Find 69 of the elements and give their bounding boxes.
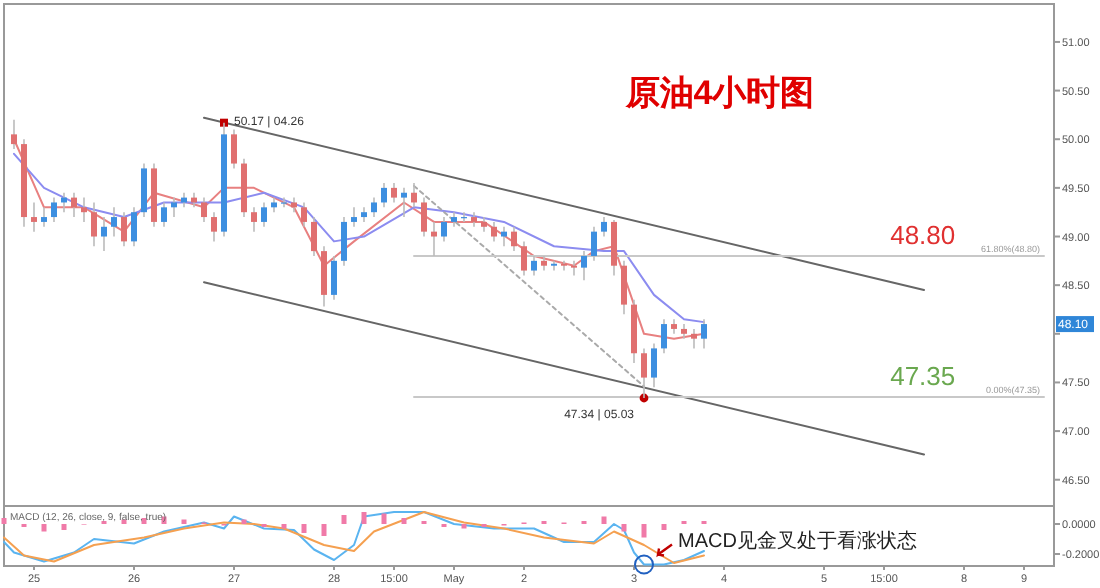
candlestick <box>441 216 447 243</box>
candlestick <box>251 206 257 233</box>
bar <box>381 513 387 524</box>
candlestick <box>621 260 627 316</box>
annotation: 48.80 <box>890 219 956 250</box>
candlestick <box>491 221 497 243</box>
candlestick <box>31 201 37 233</box>
bar <box>41 524 47 532</box>
candlestick <box>261 201 267 228</box>
candlestick <box>381 182 387 209</box>
candlestick <box>141 162 147 218</box>
candlestick <box>341 216 347 267</box>
candlestick <box>51 196 57 223</box>
candlestick <box>131 206 137 248</box>
bar <box>621 524 627 532</box>
candlestick <box>701 318 707 350</box>
candlestick <box>111 206 117 238</box>
candlestick <box>641 347 647 399</box>
candlestick <box>691 328 697 350</box>
candlestick <box>81 196 87 223</box>
candlestick <box>661 318 667 355</box>
candlestick <box>331 255 337 301</box>
candlestick <box>651 342 657 389</box>
bar <box>1 518 7 524</box>
bar <box>601 516 607 524</box>
candlestick <box>401 187 407 218</box>
annotation: 47.35 <box>890 361 956 392</box>
bar <box>661 524 667 530</box>
candlestick <box>521 240 527 277</box>
text: 原油4小时图 <box>623 74 815 112</box>
candlestick <box>531 255 537 277</box>
candlestick <box>71 191 77 218</box>
bar <box>641 524 647 538</box>
candlestick <box>431 221 437 257</box>
bar <box>61 524 67 530</box>
candlestick <box>371 196 377 218</box>
candlestick <box>501 225 507 248</box>
bar <box>301 524 307 533</box>
annotation: MACD见金叉处于看涨状态 <box>678 528 917 553</box>
candlestick <box>511 225 517 252</box>
bar <box>361 512 367 524</box>
candlestick <box>301 201 307 228</box>
bar <box>321 524 327 536</box>
candlestick <box>321 245 327 308</box>
candlestick <box>391 182 397 204</box>
candlestick <box>231 128 237 170</box>
candlestick <box>91 201 97 248</box>
candlestick <box>121 211 127 248</box>
bar <box>401 518 407 524</box>
candlestick <box>611 219 617 277</box>
candlestick <box>561 260 567 272</box>
candlestick <box>421 196 427 238</box>
candlestick <box>351 206 357 228</box>
bar <box>141 518 147 524</box>
candlestick <box>171 196 177 218</box>
candlestick <box>211 211 217 243</box>
bar <box>341 515 347 524</box>
candlestick <box>411 182 417 209</box>
candlestick <box>311 216 317 257</box>
candlestick <box>11 118 17 150</box>
candlestick <box>601 216 607 238</box>
candlestick <box>101 216 107 252</box>
candlestick <box>161 201 167 228</box>
candlestick <box>201 196 207 223</box>
candlestick <box>571 260 577 277</box>
candlestick <box>551 260 557 272</box>
candlestick <box>591 225 597 262</box>
candlestick <box>41 206 47 228</box>
candlestick <box>581 250 587 282</box>
